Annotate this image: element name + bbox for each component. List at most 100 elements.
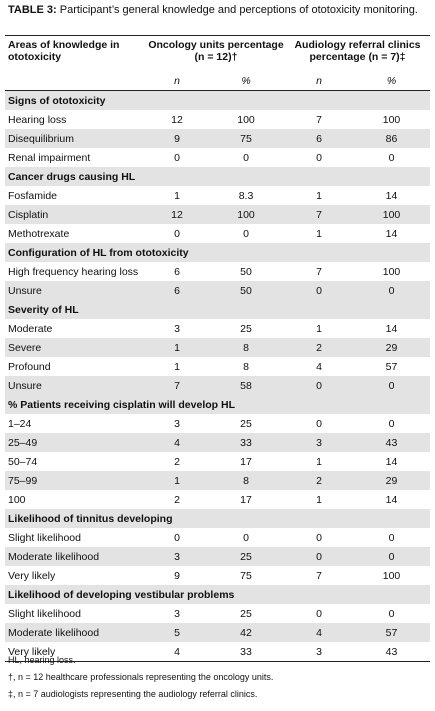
oncology-n-cell: 12 (171, 113, 183, 126)
row-label: 1–24 (8, 417, 32, 430)
row-label: Severe (5, 338, 147, 357)
audiology-n-cell: 2 (285, 338, 353, 357)
oncology-pct-cell: 50 (240, 265, 252, 278)
audiology-pct-cell: 0 (353, 547, 430, 566)
section-title: Signs of ototoxicity (5, 90, 430, 110)
oncology-pct-cell: 8 (207, 471, 285, 490)
oncology-pct-cell: 75 (240, 569, 252, 582)
section-title: Cancer drugs causing HL (5, 167, 430, 186)
oncology-pct-cell: 58 (207, 376, 285, 395)
section-header-row: Likelihood of developing vestibular prob… (5, 585, 430, 604)
audiology-pct-cell: 43 (353, 433, 430, 452)
oncology-n-cell: 9 (174, 569, 180, 582)
oncology-pct-cell: 25 (240, 417, 252, 430)
audiology-n-cell: 0 (285, 376, 353, 395)
table-row: 25–49 4 33 3 43 (5, 433, 430, 452)
audiology-pct-cell: 0 (388, 151, 395, 164)
table-row: 50–74 2 17 1 14 (5, 452, 430, 471)
table-body: Signs of ototoxicity Hearing loss 12 100 7 10… (5, 90, 430, 662)
oncology-n-cell: 3 (174, 417, 180, 430)
section-header-row: Severity of HL (5, 300, 430, 319)
audiology-pct-cell: 100 (353, 205, 430, 224)
audiology-n-cell: 2 (285, 471, 353, 490)
audiology-n-cell: 1 (316, 493, 322, 506)
oncology-pct-cell: 8 (207, 338, 285, 357)
audiology-n-cell: 1 (316, 189, 322, 202)
audiology-n-cell: 0 (285, 547, 353, 566)
subheader-aud-pct: % (353, 72, 430, 91)
audiology-n-cell: 0 (285, 281, 353, 300)
table-row: Fosfamide 1 8.3 1 14 (5, 186, 430, 205)
audiology-n-cell: 1 (316, 227, 322, 240)
oncology-pct-cell: 17 (240, 493, 252, 506)
oncology-pct-cell: 8 (243, 360, 249, 373)
oncology-n-cell: 3 (174, 322, 180, 335)
audiology-n-cell: 1 (316, 455, 322, 468)
audiology-pct-cell: 100 (382, 569, 401, 582)
oncology-n-cell: 0 (174, 531, 180, 544)
audiology-pct-cell: 14 (385, 322, 398, 335)
oncology-pct-cell: 33 (207, 642, 285, 662)
oncology-n-cell: 1 (174, 360, 180, 373)
audiology-n-cell: 1 (316, 322, 322, 335)
oncology-n-cell: 2 (174, 493, 180, 506)
oncology-pct-cell: 17 (240, 455, 252, 468)
table-row: 100 2 17 1 14 (5, 490, 430, 509)
row-label: Profound (8, 360, 51, 373)
oncology-n-cell: 4 (147, 433, 207, 452)
audiology-n-cell: 0 (316, 417, 322, 430)
oncology-pct-cell: 25 (240, 607, 252, 620)
row-label: Hearing loss (8, 113, 67, 126)
oncology-n-cell: 6 (174, 265, 180, 278)
audiology-n-cell: 7 (285, 205, 353, 224)
table-row: Moderate likelihood 3 25 0 0 (5, 547, 430, 566)
oncology-pct-cell: 33 (207, 433, 285, 452)
oncology-pct-cell: 50 (207, 281, 285, 300)
row-label: Slight likelihood (8, 531, 81, 544)
footnote-audiology: ‡, n = 7 audiologists representing the a… (8, 689, 258, 699)
section-header-row: % Patients receiving cisplatin will deve… (5, 395, 430, 414)
oncology-n-cell: 1 (174, 189, 180, 202)
table-row: Slight likelihood 3 25 0 0 (5, 604, 430, 623)
table-row: Cisplatin 12 100 7 100 (5, 205, 430, 224)
section-title: Likelihood of tinnitus developing (5, 509, 430, 528)
audiology-pct-cell: 0 (388, 531, 395, 544)
audiology-pct-cell: 100 (382, 265, 401, 278)
oncology-pct-cell: 100 (207, 205, 285, 224)
table-row: Renal impairment 0 0 0 0 (5, 148, 430, 167)
audiology-n-cell: 0 (316, 607, 322, 620)
subheader-onc-n: n (147, 72, 207, 91)
table-row: Very likely 4 33 3 43 (5, 642, 430, 662)
oncology-n-cell: 7 (147, 376, 207, 395)
header-row: Areas of knowledge in ototoxicity Oncolo… (5, 35, 430, 72)
caption-text: Participant’s general knowledge and perc… (56, 4, 418, 16)
oncology-pct-cell: 8.3 (238, 189, 254, 202)
row-label: Very likely (5, 642, 147, 662)
section-title: % Patients receiving cisplatin will deve… (5, 395, 430, 414)
row-label: 75–99 (5, 471, 147, 490)
knowledge-table: Areas of knowledge in ototoxicity Oncolo… (5, 35, 430, 662)
oncology-pct-cell: 0 (243, 227, 249, 240)
oncology-n-cell: 0 (174, 151, 180, 164)
header-oncology: Oncology units percentage (n = 12)† (147, 35, 285, 72)
table-row: Hearing loss 12 100 7 100 (5, 110, 430, 129)
table-row: Moderate 3 25 1 14 (5, 319, 430, 338)
row-label: Slight likelihood (8, 607, 81, 620)
row-label: Moderate (8, 322, 53, 335)
row-label: Moderate likelihood (5, 547, 147, 566)
table-row: 1–24 3 25 0 0 (5, 414, 430, 433)
oncology-n-cell: 6 (147, 281, 207, 300)
caption-prefix: TABLE 3: (8, 4, 57, 16)
row-label: Unsure (5, 281, 147, 300)
audiology-n-cell: 4 (285, 623, 353, 642)
audiology-n-cell: 0 (316, 151, 322, 164)
footnote-abbrev: HL, hearing loss. (8, 655, 76, 665)
row-label: 100 (8, 493, 26, 506)
row-label: Fosfamide (8, 189, 58, 202)
footnote-oncology: †, n = 12 healthcare professionals repre… (8, 672, 274, 682)
table-row: Unsure 6 50 0 0 (5, 281, 430, 300)
oncology-pct-cell: 0 (243, 151, 249, 164)
section-header-row: Likelihood of tinnitus developing (5, 509, 430, 528)
row-label: Renal impairment (8, 151, 91, 164)
row-label: High frequency hearing loss (8, 265, 139, 278)
